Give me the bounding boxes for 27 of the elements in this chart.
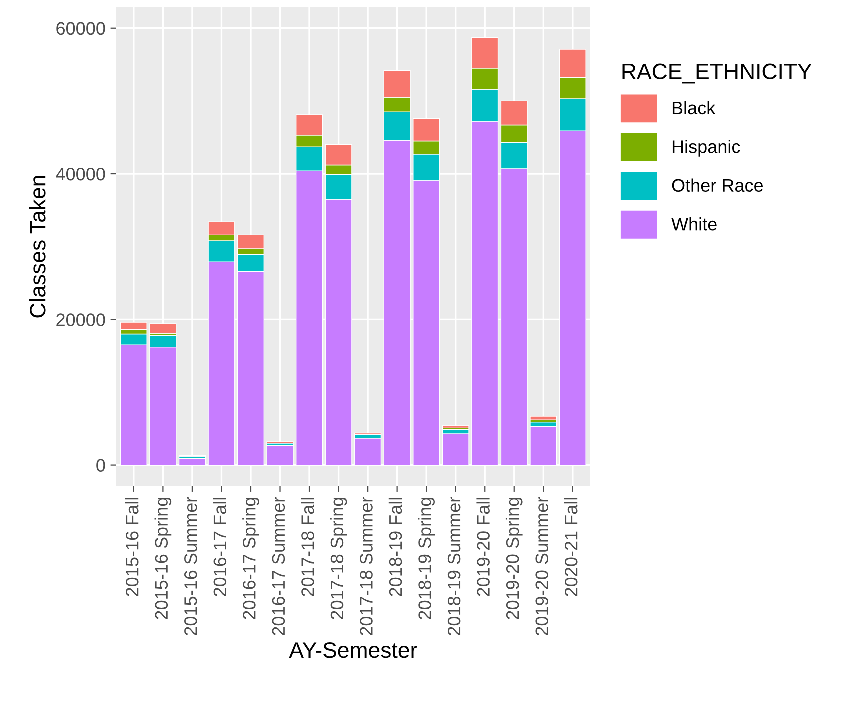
legend-label: Hispanic <box>672 140 740 157</box>
y-tick-label: 0 <box>96 459 106 472</box>
x-tick-label: 2015-16 Spring <box>154 498 172 620</box>
y-axis-title: Classes Taken <box>29 176 46 318</box>
x-axis-title: AY-Semester <box>289 642 418 658</box>
x-tick-label: 2016-17 Spring <box>242 498 260 620</box>
legend-label: Other Race <box>672 178 764 192</box>
legend-label: White <box>672 218 717 231</box>
y-tick-label: 40000 <box>56 168 106 181</box>
x-tick-label: 2017-18 Spring <box>330 498 348 620</box>
x-tick-label: 2018-19 Spring <box>418 498 435 620</box>
legend-title: RACE_ETHNICITY <box>622 64 812 84</box>
y-tick-label: 60000 <box>56 22 106 36</box>
x-tick-label: 2019-20 Fall <box>476 498 490 596</box>
y-tick-label: 20000 <box>56 314 106 326</box>
legend-label: Black <box>672 101 716 115</box>
x-tick-label: 2017-18 Fall <box>301 498 314 596</box>
x-tick-label: 2016-17 Summer <box>272 497 286 636</box>
x-tick-label: 2018-19 Summer <box>448 497 461 636</box>
x-tick-label: 2016-17 Fall <box>213 498 227 596</box>
x-tick-label: 2017-18 Summer <box>360 497 373 636</box>
x-tick-label: 2019-20 Summer <box>536 497 548 636</box>
x-tick-label: 2018-19 Fall <box>388 498 402 596</box>
x-tick-label: 2015-16 Fall <box>126 498 139 596</box>
x-tick-label: 2020-21 Fall <box>564 498 578 596</box>
x-tick-label: 2015-16 Summer <box>184 497 198 636</box>
x-tick-label: 2019-20 Spring <box>506 498 523 620</box>
